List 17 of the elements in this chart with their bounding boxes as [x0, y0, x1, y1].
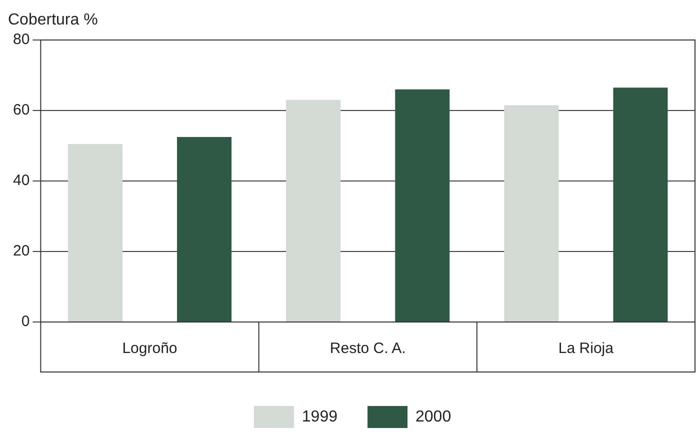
bar — [395, 89, 450, 322]
y-tick-label: 80 — [12, 31, 30, 48]
bar — [613, 88, 668, 322]
legend-label: 1999 — [302, 408, 338, 426]
x-tick-label: Resto C. A. — [330, 340, 406, 358]
y-tick-label: 40 — [12, 172, 30, 190]
y-tick-label: 20 — [12, 242, 30, 260]
bar — [68, 144, 122, 322]
x-tick-label: Logroño — [122, 340, 178, 358]
y-tick-label: 0 — [21, 313, 30, 330]
y-axis-title: Cobertura % — [8, 11, 98, 28]
y-tick-label: 60 — [12, 102, 30, 119]
bar — [177, 136, 232, 322]
bar — [286, 100, 341, 322]
bar — [504, 105, 559, 322]
x-tick-label: La Rioja — [558, 340, 614, 358]
legend-label: 2000 — [416, 408, 452, 426]
